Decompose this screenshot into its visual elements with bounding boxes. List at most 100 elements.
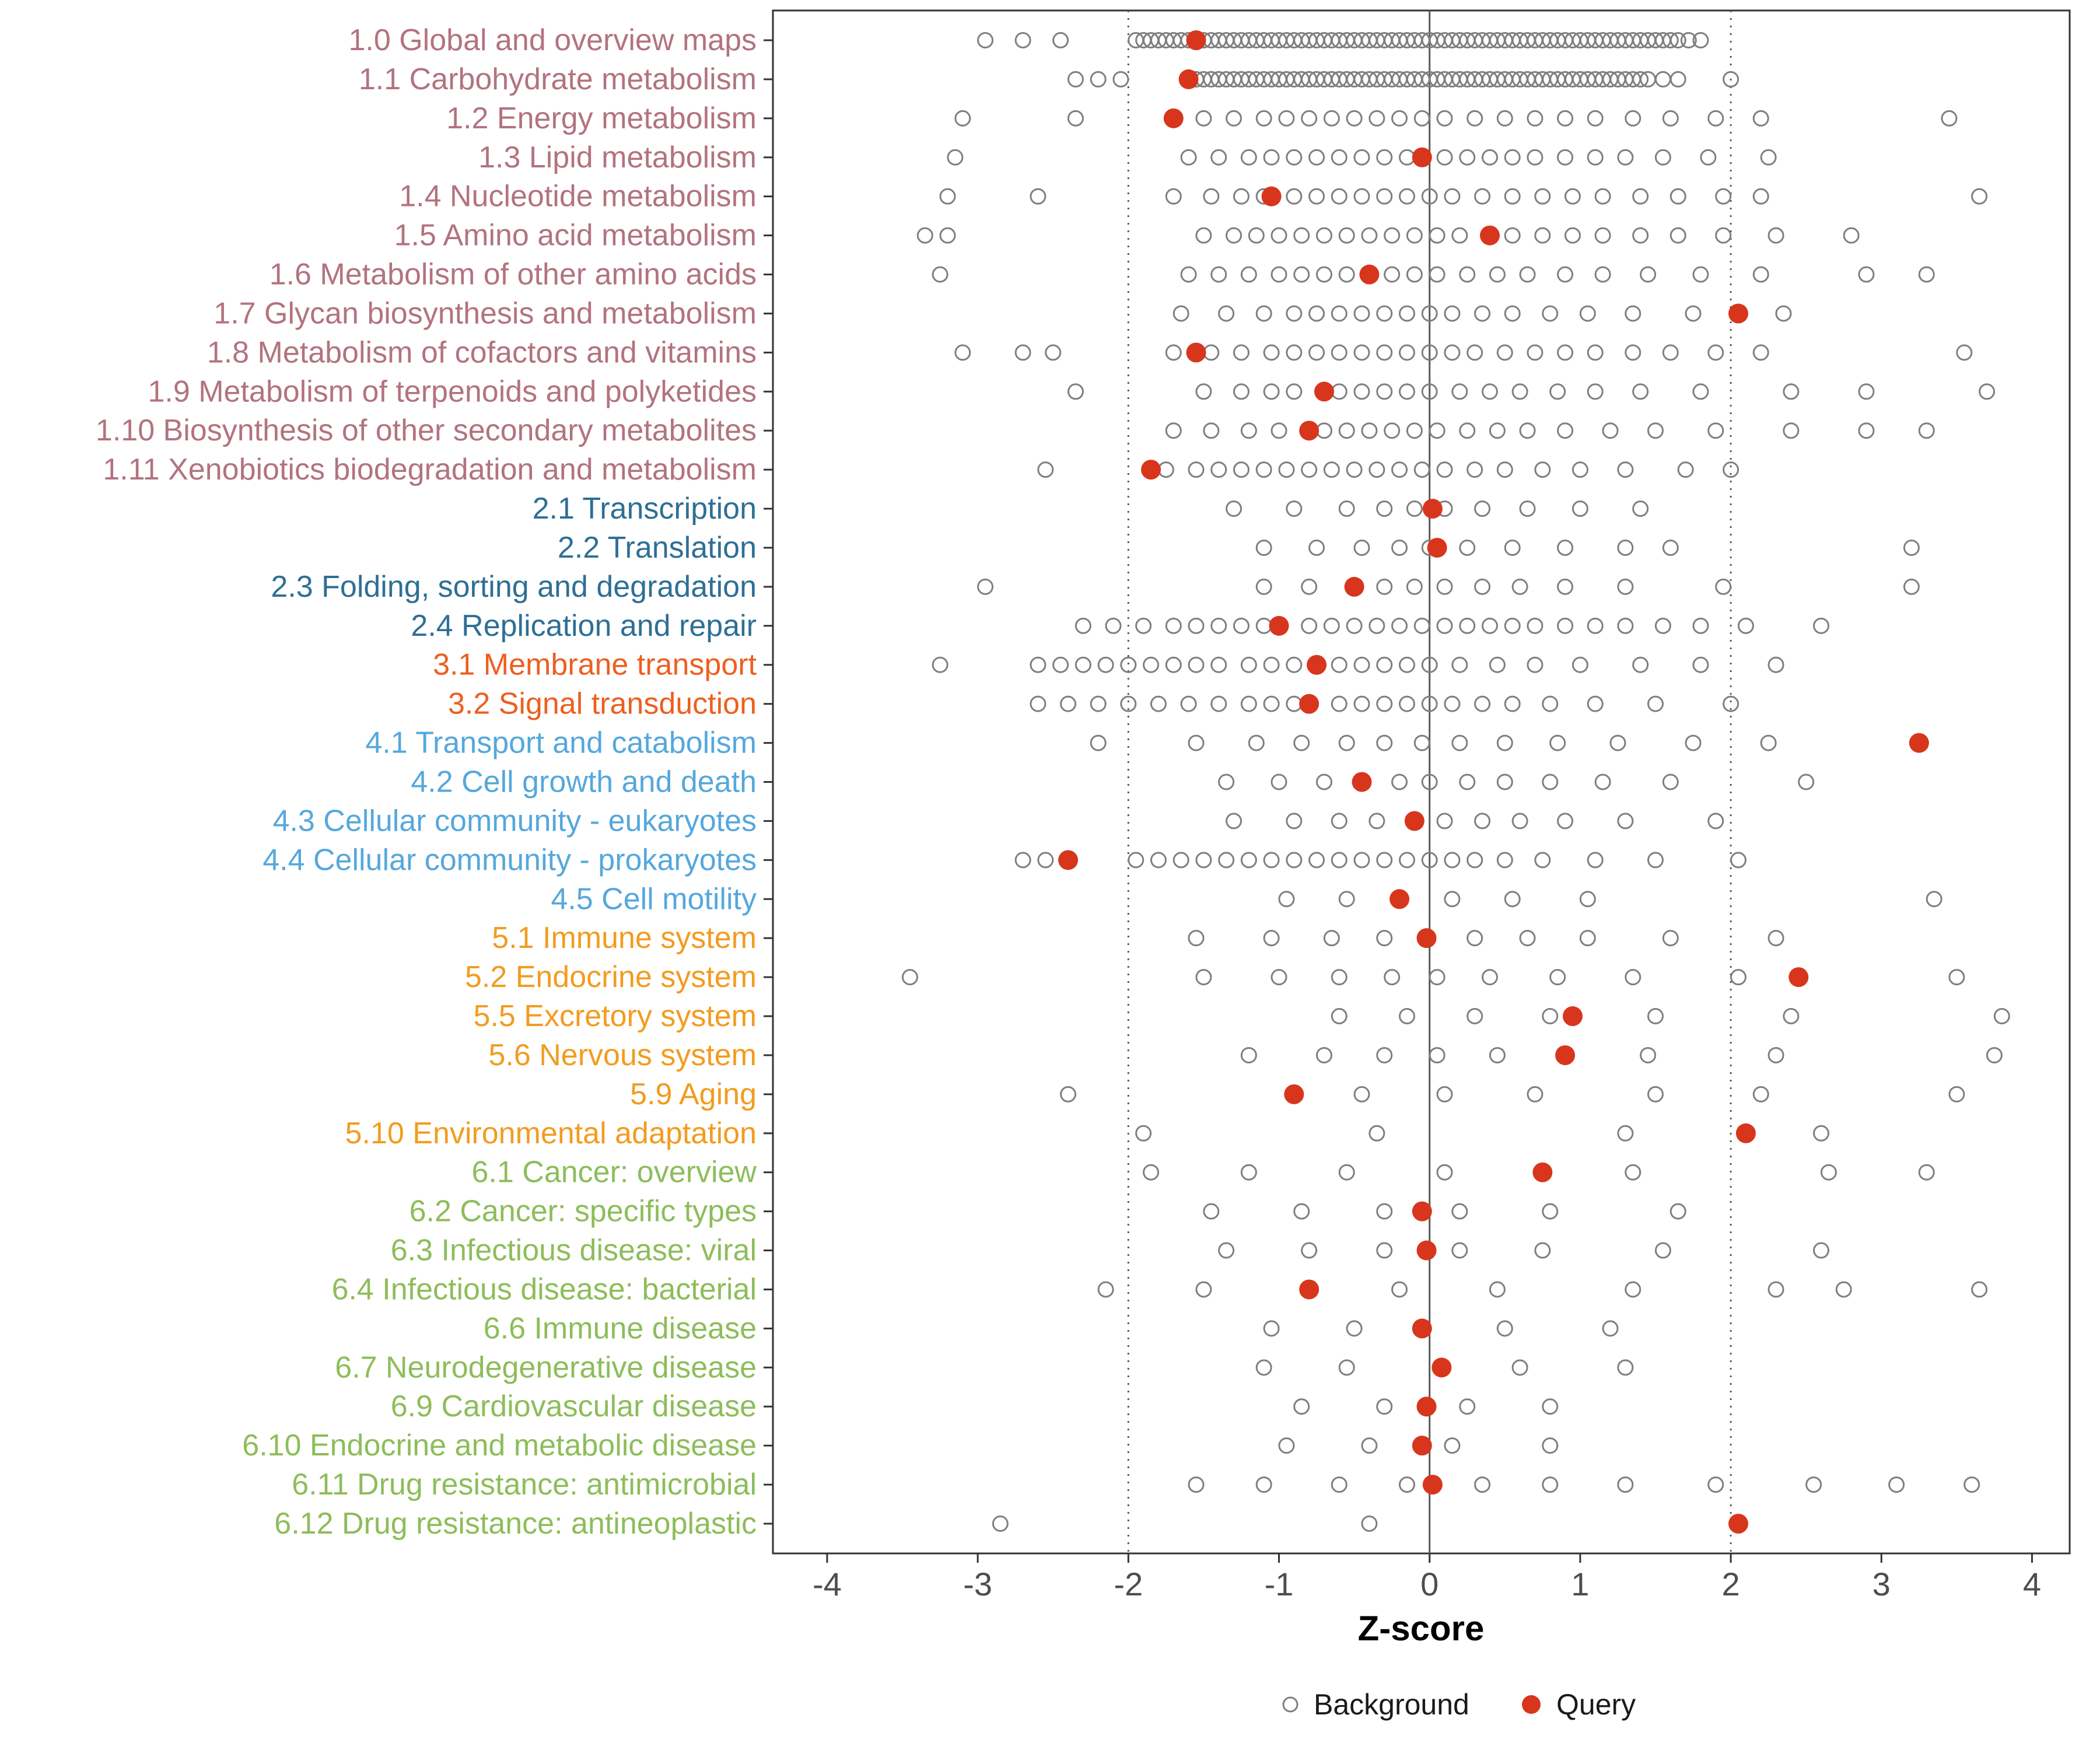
background-point [1308,852,1325,869]
query-point [1555,1045,1576,1065]
background-point [1368,813,1385,830]
background-point [1413,110,1430,127]
background-point [1413,734,1430,751]
points-layer [901,30,2010,1534]
background-point [1263,930,1280,947]
y-axis-label: 6.11 Drug resistance: antimicrobial [292,1468,757,1502]
query-point [1299,1279,1320,1300]
y-axis-label: 4.2 Cell growth and death [411,765,757,799]
background-point [1474,501,1491,517]
background-point [1519,930,1536,947]
background-point [1165,656,1182,673]
background-point [1233,461,1250,478]
background-point [1534,461,1551,478]
background-point [1240,266,1257,283]
background-point [1172,852,1189,869]
background-point [1579,305,1596,322]
background-point [1557,617,1574,634]
background-point [1090,734,1107,751]
background-point [1188,461,1205,478]
background-point [1376,578,1393,595]
background-point [1557,149,1574,166]
background-point [1074,617,1091,634]
query-point [1412,1436,1432,1456]
background-point [1459,617,1476,634]
background-point [1030,695,1046,712]
background-point [1692,383,1709,400]
background-point [1549,969,1566,986]
background-point [1203,188,1220,205]
background-point [1527,656,1544,673]
background-point [1444,305,1461,322]
query-point [1186,30,1206,50]
background-point [1263,344,1280,361]
background-point [1459,266,1476,283]
background-point [1376,930,1393,947]
background-point [1511,813,1528,830]
background-point [1542,1398,1559,1415]
query-point [1412,1318,1432,1339]
background-point [1557,539,1574,556]
background-point [1609,734,1626,751]
background-point [1511,1359,1528,1376]
background-point [1286,305,1303,322]
background-point [1143,1164,1160,1181]
background-point [1971,188,1988,205]
y-axis-label: 5.9 Aging [630,1077,757,1111]
background-point [1504,617,1521,634]
background-point [1353,383,1370,400]
background-point [1368,461,1385,478]
background-point [1037,852,1054,869]
background-point [1617,461,1634,478]
y-axis-label: 6.2 Cancer: specific types [410,1195,757,1228]
background-point [1504,305,1521,322]
background-point [1331,852,1348,869]
background-point [1496,774,1513,790]
background-point [1692,656,1709,673]
background-point [1391,110,1408,127]
background-point [1150,695,1167,712]
background-point [1406,501,1423,517]
query-point [1416,1396,1437,1417]
background-point [1429,422,1446,439]
background-point [1195,383,1212,400]
y-axis-label: 1.3 Lipid metabolism [478,141,757,174]
background-point [1391,774,1408,790]
background-point [1692,266,1709,283]
background-point [1308,188,1325,205]
background-point [1188,1476,1205,1493]
background-point [1406,578,1423,595]
background-point [1625,305,1642,322]
y-axis-label: 2.4 Replication and repair [411,609,757,643]
background-point [1421,852,1438,869]
background-point [1685,305,1702,322]
background-point [1444,188,1461,205]
background-point [1421,305,1438,322]
background-point [1429,969,1446,986]
background-point [1557,110,1574,127]
background-point [1353,695,1370,712]
background-point [1331,1008,1348,1025]
background-point [1466,1008,1483,1025]
background-point [1594,188,1611,205]
query-point [1909,733,1929,753]
background-point [954,344,971,361]
background-point [1421,188,1438,205]
background-point [1632,227,1649,244]
background-point [1647,1086,1664,1102]
background-point [1768,1281,1784,1298]
background-point [1798,774,1815,790]
background-point [1986,1046,2003,1063]
background-point [1270,266,1287,283]
background-point [1143,656,1160,673]
background-point [1286,501,1303,517]
background-point [1625,969,1642,986]
background-point [1286,188,1303,205]
y-axis-label: 4.5 Cell motility [551,882,757,916]
background-point [1489,656,1506,673]
background-point [1948,1086,1965,1102]
background-point [1481,383,1498,400]
background-point [1444,695,1461,712]
background-point [1579,930,1596,947]
